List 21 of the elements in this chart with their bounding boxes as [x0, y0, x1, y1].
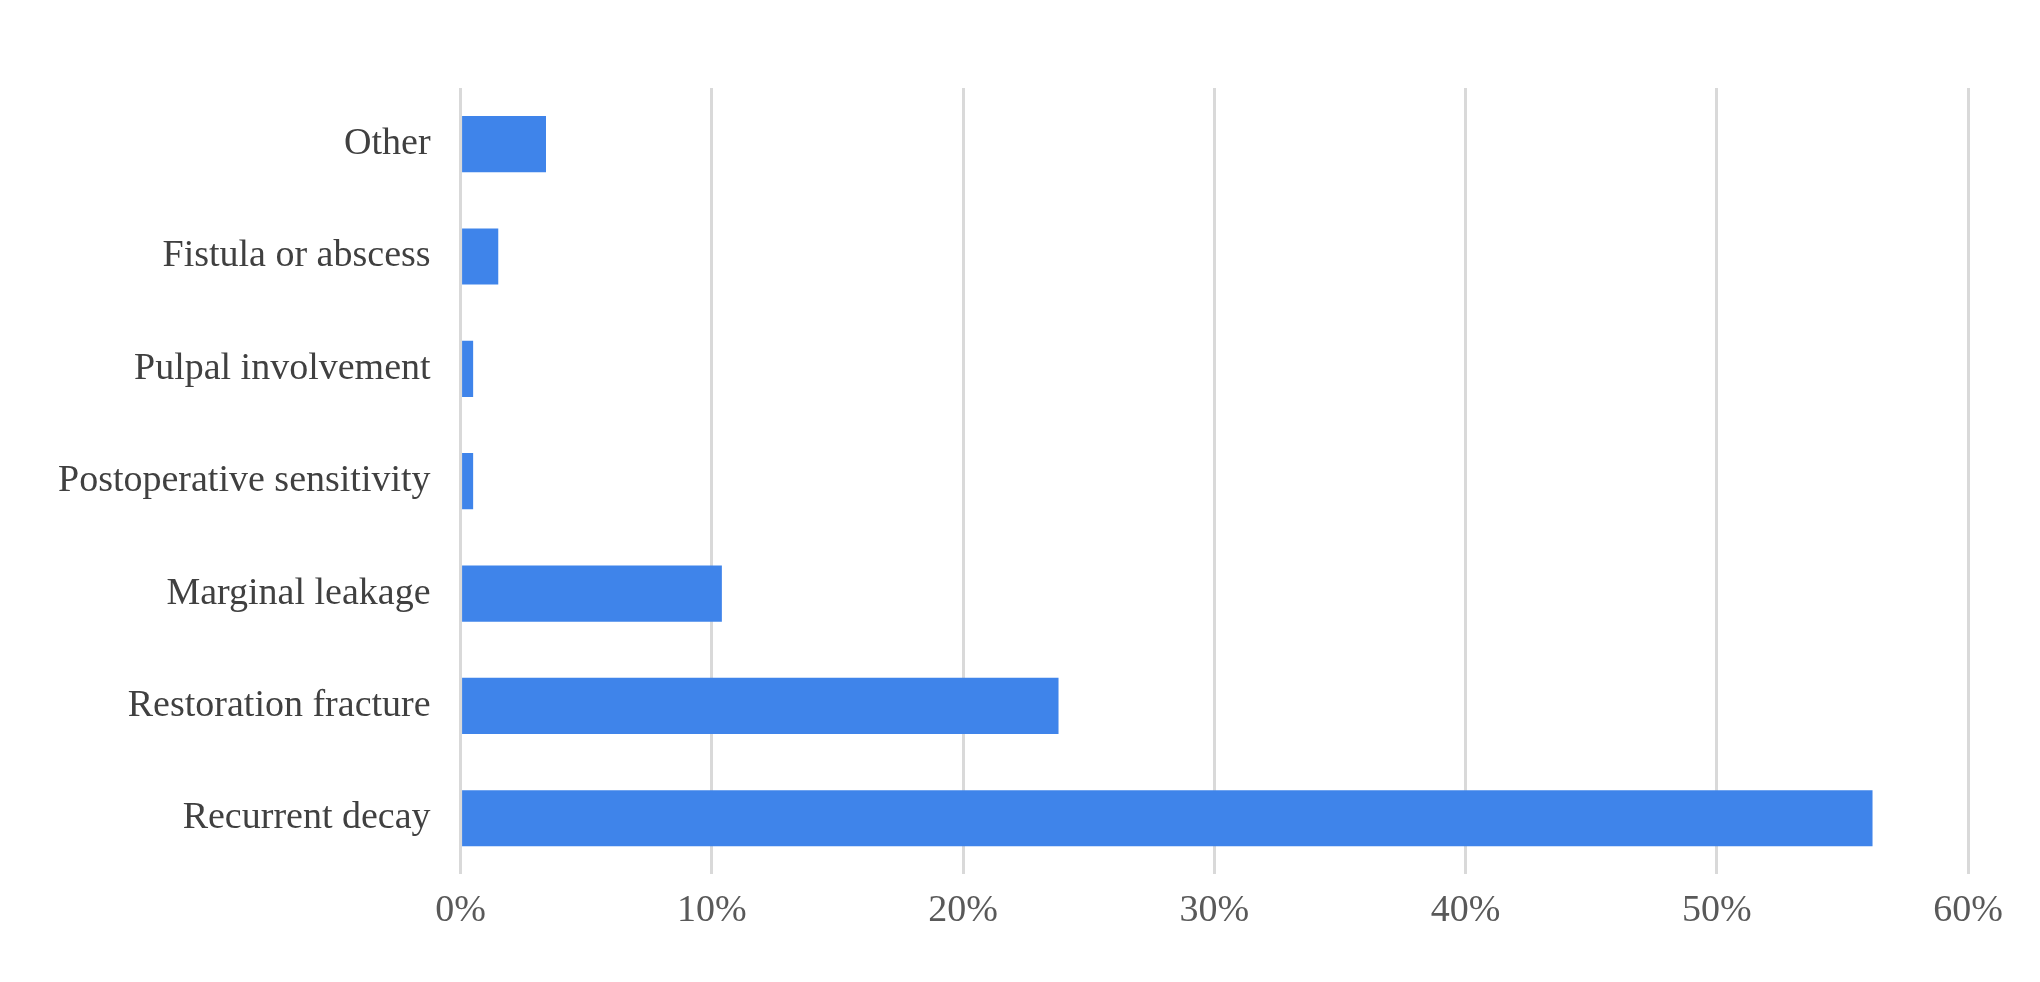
- x-tick-label: 0%: [435, 887, 486, 930]
- x-tick-label: 50%: [1681, 887, 1752, 930]
- y-tick-label: Other: [344, 120, 431, 163]
- x-tick-label: 40%: [1430, 887, 1501, 930]
- bar: [462, 116, 546, 173]
- y-tick-label: Recurrent decay: [182, 794, 431, 837]
- x-tick-label: 30%: [1179, 887, 1250, 930]
- bar: [462, 453, 474, 510]
- y-tick-label: Postoperative sensitivity: [58, 457, 431, 500]
- bar: [462, 340, 474, 397]
- x-tick-label: 60%: [1933, 887, 2003, 930]
- y-tick-label: Marginal leakage: [166, 569, 431, 612]
- bar: [462, 790, 1873, 847]
- x-tick-label: 20%: [928, 887, 998, 930]
- y-tick-label: Restoration fracture: [127, 681, 431, 724]
- bar: [462, 565, 722, 622]
- x-tick-label: 10%: [676, 887, 747, 930]
- y-tick-label: Fistula or abscess: [162, 232, 431, 275]
- y-tick-label: Pulpal involvement: [134, 344, 432, 387]
- bar: [462, 677, 1059, 734]
- bar: [462, 228, 499, 285]
